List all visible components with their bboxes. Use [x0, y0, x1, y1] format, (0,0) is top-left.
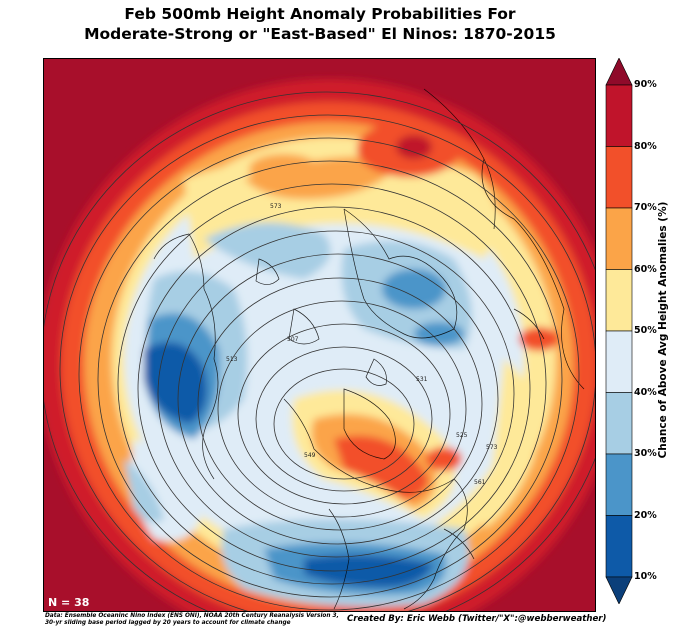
- contour-label: 573: [486, 444, 498, 451]
- colorbar-under-arrow: [605, 576, 633, 605]
- contour-label: 525: [456, 432, 468, 439]
- colorbar-tick-label: 50%: [634, 325, 657, 336]
- colorbar-bin: [605, 84, 633, 147]
- colorbar-tick-label: 80%: [634, 140, 657, 152]
- colorbar-tick-label: 30%: [634, 448, 657, 459]
- colorbar-svg: [605, 57, 633, 605]
- colorbar-title: Chance of Above Avg Height Anomalies (%): [657, 201, 669, 459]
- colorbar-bins: [605, 84, 633, 578]
- colorbar-tick-label: 90%: [634, 79, 657, 90]
- title-line-1: Feb 500mb Height Anomaly Probabilities F…: [124, 5, 516, 23]
- colorbar-bin: [605, 515, 633, 578]
- sources-line-1: Data: Ensemble Oceaninc Nino Index (ENS …: [45, 613, 339, 619]
- colorbar-bin: [605, 207, 633, 270]
- credit: Created By: Eric Webb (Twitter/"X":@webb…: [347, 614, 607, 624]
- colorbar-tick-label: 20%: [634, 509, 657, 521]
- anomaly-field: [44, 79, 595, 611]
- colorbar: [604, 57, 680, 605]
- colorbar-bin: [605, 392, 633, 455]
- data-sources: Data: Ensemble Oceaninc Nino Index (ENS …: [45, 613, 345, 628]
- contour-label: 573: [270, 203, 282, 210]
- polar-map: 573 507 513 531 525 549 561 573: [43, 58, 596, 612]
- contour-label: 507: [287, 336, 299, 343]
- colorbar-bin: [605, 453, 633, 516]
- contour-label: 561: [474, 479, 486, 486]
- colorbar-bin: [605, 330, 633, 393]
- colorbar-bin: [605, 269, 633, 332]
- colorbar-tick-label: 10%: [634, 571, 657, 582]
- contour-label: 513: [226, 356, 238, 363]
- height-contours: [44, 91, 595, 611]
- map-canvas: 573 507 513 531 525 549 561 573: [44, 59, 595, 611]
- map-title: Feb 500mb Height Anomaly Probabilities F…: [40, 4, 600, 44]
- contour-labels: 573 507 513 531 525 549 561 573: [226, 203, 498, 486]
- contour-label: 531: [416, 376, 428, 383]
- colorbar-over-arrow: [605, 57, 633, 86]
- colorbar-bin: [605, 146, 633, 209]
- colorbar-tick-label: 40%: [634, 386, 657, 398]
- sources-line-2: 30-yr sliding base period lagged by 20 y…: [45, 620, 291, 627]
- sample-size-label: N = 38: [48, 596, 90, 609]
- title-line-2: Moderate-Strong or "East-Based" El Ninos…: [84, 25, 556, 43]
- contour-label: 549: [304, 452, 316, 459]
- colorbar-tick-label: 70%: [634, 202, 657, 213]
- colorbar-tick-label: 60%: [634, 263, 657, 275]
